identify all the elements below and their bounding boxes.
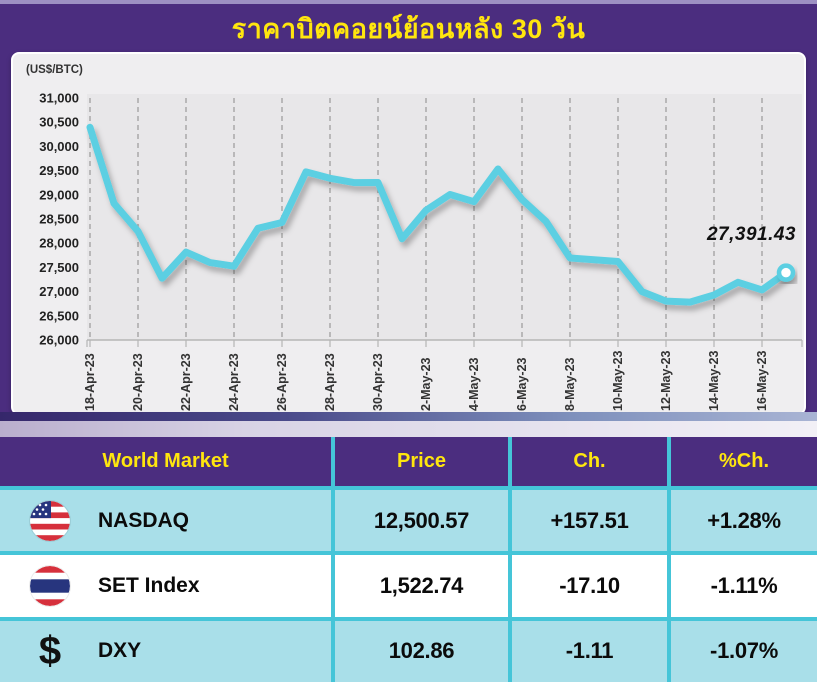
table-row-dxy-name: $ DXY bbox=[0, 620, 331, 682]
market-name: DXY bbox=[98, 639, 142, 663]
world-market-table: World Market Price Ch. %Ch. NASDAQ 12,50… bbox=[0, 437, 817, 682]
bitcoin-price-chart-panel: (US$/BTC) 27,391.43 18-Apr-23 20-Apr-23 22… bbox=[11, 52, 806, 415]
nasdaq-price: 12,500.57 bbox=[335, 490, 508, 552]
col-header-world-market: World Market bbox=[0, 437, 331, 486]
chart-section: ราคาบิตคอยน์ย้อนหลัง 30 วัน (US$/BTC) 27… bbox=[0, 0, 817, 437]
dxy-pct-change: -1.07% bbox=[671, 620, 817, 682]
title-bar: ราคาบิตคอยน์ย้อนหลัง 30 วัน bbox=[0, 4, 817, 52]
col-header-change: Ch. bbox=[512, 437, 667, 486]
svg-text:28-Apr-23: 28-Apr-23 bbox=[323, 353, 337, 411]
svg-text:26-Apr-23: 26-Apr-23 bbox=[275, 353, 289, 411]
svg-text:6-May-23: 6-May-23 bbox=[515, 357, 529, 411]
us-flag-icon bbox=[30, 500, 70, 541]
svg-text:28,000: 28,000 bbox=[39, 236, 79, 251]
nasdaq-change: +157.51 bbox=[512, 490, 667, 552]
svg-text:20-Apr-23: 20-Apr-23 bbox=[131, 353, 145, 411]
svg-text:29,000: 29,000 bbox=[39, 187, 79, 202]
separator-band-light bbox=[0, 421, 817, 437]
svg-text:10-May-23: 10-May-23 bbox=[611, 351, 625, 411]
svg-text:30,500: 30,500 bbox=[39, 115, 79, 130]
svg-text:30,000: 30,000 bbox=[39, 139, 79, 154]
svg-text:12-May-23: 12-May-23 bbox=[659, 351, 673, 411]
y-axis-unit-label: (US$/BTC) bbox=[26, 64, 83, 76]
nasdaq-pct-change: +1.28% bbox=[671, 490, 817, 552]
svg-text:27,000: 27,000 bbox=[39, 284, 79, 299]
set-change: -17.10 bbox=[512, 555, 667, 617]
set-pct-change: -1.11% bbox=[671, 555, 817, 617]
set-price: 1,522.74 bbox=[335, 555, 508, 617]
svg-text:31,000: 31,000 bbox=[39, 91, 79, 106]
thailand-flag-icon bbox=[30, 565, 70, 606]
svg-text:30-Apr-23: 30-Apr-23 bbox=[371, 353, 385, 411]
svg-text:26,500: 26,500 bbox=[39, 308, 79, 323]
svg-text:14-May-23: 14-May-23 bbox=[707, 351, 721, 411]
svg-text:24-Apr-23: 24-Apr-23 bbox=[227, 353, 241, 411]
svg-text:27,500: 27,500 bbox=[39, 260, 79, 275]
svg-text:16-May-23: 16-May-23 bbox=[755, 351, 769, 411]
dxy-price: 102.86 bbox=[335, 620, 508, 682]
col-header-pct-change: %Ch. bbox=[671, 437, 817, 486]
svg-text:4-May-23: 4-May-23 bbox=[467, 357, 481, 411]
table-row-nasdaq-name: NASDAQ bbox=[0, 490, 331, 552]
table-row-set-name: SET Index bbox=[0, 555, 331, 617]
svg-text:18-Apr-23: 18-Apr-23 bbox=[83, 353, 97, 411]
col-header-price: Price bbox=[335, 437, 508, 486]
svg-text:28,500: 28,500 bbox=[39, 212, 79, 227]
svg-text:8-May-23: 8-May-23 bbox=[563, 357, 577, 411]
separator-band-dark bbox=[0, 412, 817, 421]
svg-text:22-Apr-23: 22-Apr-23 bbox=[179, 353, 193, 411]
svg-text:26,000: 26,000 bbox=[39, 333, 79, 348]
market-name: NASDAQ bbox=[98, 508, 190, 532]
dollar-icon: $ bbox=[38, 629, 62, 674]
page-title: ราคาบิตคอยน์ย้อนหลัง 30 วัน bbox=[231, 13, 586, 44]
svg-text:29,500: 29,500 bbox=[39, 163, 79, 178]
svg-text:2-May-23: 2-May-23 bbox=[419, 357, 433, 411]
top-accent-strip bbox=[0, 0, 817, 4]
dxy-change: -1.11 bbox=[512, 620, 667, 682]
last-price-label: 27,391.43 bbox=[706, 224, 796, 245]
market-name: SET Index bbox=[98, 573, 200, 597]
